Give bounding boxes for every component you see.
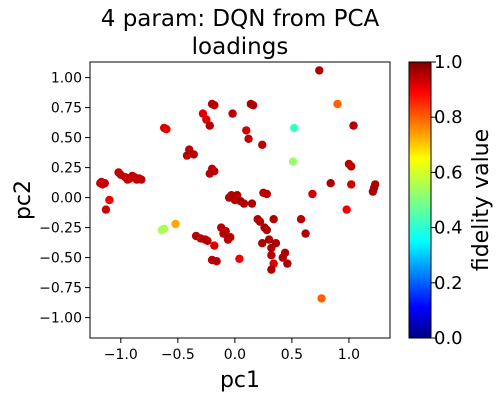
data-point (317, 294, 326, 303)
data-point (248, 101, 258, 110)
data-point (247, 199, 257, 208)
chart-title-line-2: loadings (192, 34, 289, 60)
y-axis-label: pc2 (11, 180, 36, 220)
data-point (210, 101, 219, 110)
x-tick-label: 1.0 (338, 347, 360, 363)
data-point (226, 233, 235, 242)
colorbar-label: fidelity value (469, 129, 494, 271)
plot-area (89, 61, 391, 339)
data-point (288, 157, 298, 166)
y-tick-label: 0.50 (51, 131, 82, 147)
data-point (342, 205, 351, 214)
x-tick-label: −1.0 (104, 347, 138, 363)
data-point (244, 134, 253, 143)
data-point (258, 140, 267, 149)
colorbar-tick-label: 0.6 (434, 162, 463, 183)
data-point (333, 99, 342, 109)
data-point (97, 177, 106, 187)
data-point (162, 125, 171, 134)
data-point (301, 229, 310, 238)
data-point (157, 225, 167, 235)
data-point (289, 123, 299, 133)
data-point (105, 195, 114, 205)
y-tick-label: −0.50 (39, 251, 82, 267)
data-point (239, 199, 249, 208)
data-point (280, 248, 290, 257)
data-point (271, 239, 281, 248)
data-point (296, 215, 306, 224)
data-point (267, 265, 276, 274)
data-point (235, 254, 244, 263)
data-point (269, 215, 278, 224)
data-point (283, 259, 292, 268)
y-tick-label: −0.75 (39, 281, 82, 297)
colorbar-tick-label: 1.0 (434, 52, 463, 73)
data-point (203, 236, 212, 245)
data-point (368, 187, 378, 196)
data-point (137, 175, 146, 184)
y-tick-label: 0.75 (51, 101, 82, 117)
scatter-points (96, 66, 380, 303)
colorbar-tick-label: 0.0 (434, 328, 463, 349)
x-tick-label: 0.0 (224, 347, 246, 363)
data-point (171, 219, 180, 229)
data-point (326, 179, 335, 188)
data-point (308, 189, 317, 199)
data-point (349, 121, 358, 130)
data-point (205, 121, 214, 130)
y-tick-label: −0.25 (39, 221, 82, 237)
data-point (205, 169, 214, 178)
data-point (255, 217, 265, 226)
data-point (212, 257, 221, 266)
data-point (189, 150, 199, 159)
x-tick-label: −0.5 (161, 347, 195, 363)
data-point (262, 189, 272, 199)
x-axis-ticks: −1.0 −0.5 0.0 0.5 1.0 (104, 338, 360, 363)
colorbar-tick-label: 0.2 (434, 273, 463, 294)
y-axis-ticks: 1.00 0.75 0.50 0.25 0.00 −0.25 −0.50 −0.75 −1.00 (39, 71, 90, 327)
data-point (264, 235, 274, 244)
y-tick-label: 1.00 (51, 71, 82, 87)
colorbar-gradient (408, 61, 432, 339)
data-point (347, 180, 356, 189)
data-point (221, 227, 230, 236)
x-axis-label: pc1 (220, 368, 260, 393)
chart-title-line-1: 4 param: DQN from PCA (101, 6, 380, 32)
colorbar-ticks: 0.0 0.2 0.4 0.6 0.8 1.0 (431, 52, 463, 349)
colorbar-tick-label: 0.8 (434, 107, 463, 128)
data-point (347, 162, 356, 171)
data-point (228, 109, 237, 118)
colorbar-tick-label: 0.4 (434, 218, 463, 239)
data-point (315, 66, 324, 75)
data-point (370, 180, 380, 189)
data-point (210, 241, 219, 250)
data-point (101, 205, 111, 214)
data-point (262, 225, 272, 235)
y-tick-label: 0.25 (51, 161, 82, 177)
data-point (258, 239, 267, 248)
data-point (267, 251, 276, 260)
x-tick-label: 0.5 (281, 347, 303, 363)
data-point (242, 126, 251, 135)
y-tick-label: 0.00 (51, 191, 82, 207)
y-tick-label: −1.00 (39, 311, 82, 327)
